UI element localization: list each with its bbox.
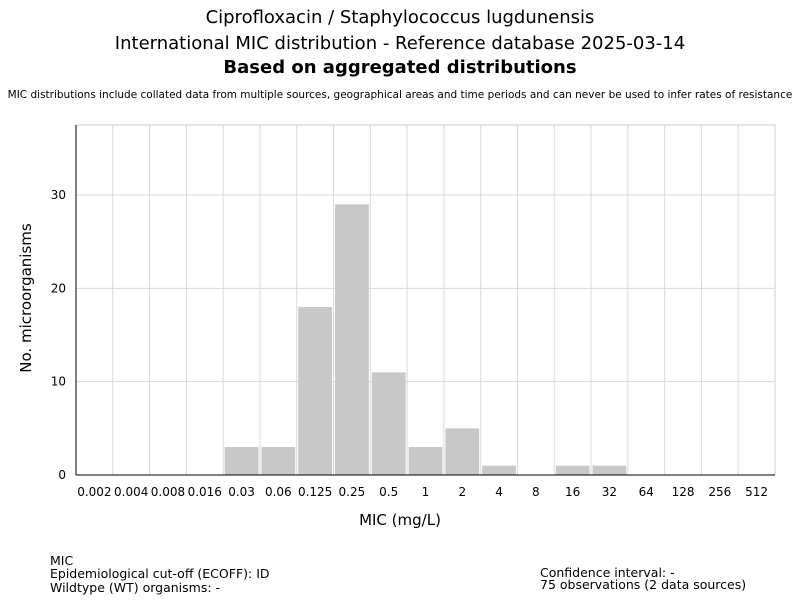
- bar: [335, 204, 369, 476]
- x-tick-label: 32: [602, 485, 617, 499]
- x-tick-label: 64: [639, 485, 654, 499]
- x-axis-label: MIC (mg/L): [359, 511, 441, 529]
- footer-confidence: Confidence interval: -: [540, 565, 675, 580]
- bar: [371, 372, 406, 475]
- footer-mic-label: MIC: [50, 553, 74, 568]
- chart-title: Ciprofloxacin / Staphylococcus lugdunens…: [205, 7, 595, 28]
- y-tick-label: 0: [58, 468, 66, 482]
- chart-subtitle: International MIC distribution - Referen…: [114, 33, 686, 54]
- x-tick-label: 0.004: [114, 485, 148, 499]
- grid-lines: [75, 124, 776, 476]
- x-tick-label: 16: [565, 485, 580, 499]
- plot-frame: [75, 124, 776, 476]
- axes: [75, 125, 775, 476]
- chart-subtitle-bold: Based on aggregated distributions: [223, 57, 577, 78]
- bars: [224, 204, 627, 476]
- x-tick-label: 2: [458, 485, 466, 499]
- footer-observations: 75 observations (2 data sources): [540, 577, 747, 592]
- y-tick-labels: 0 10 20 30: [51, 188, 66, 482]
- y-tick-label: 10: [51, 375, 66, 389]
- bar: [408, 447, 443, 475]
- footer-ecoff: Epidemiological cut-off (ECOFF): ID: [50, 566, 270, 581]
- bar: [592, 465, 627, 475]
- x-tick-label: 4: [495, 485, 503, 499]
- bar: [445, 428, 480, 475]
- x-tick-label: 0.5: [379, 485, 398, 499]
- x-tick-label: 0.016: [188, 485, 222, 499]
- x-tick-label: 0.008: [151, 485, 185, 499]
- bar: [224, 447, 259, 475]
- x-tick-labels: 0.002 0.004 0.008 0.016 0.03 0.06 0.125 0.25 0.5…: [77, 485, 768, 499]
- x-tick-label: 512: [745, 485, 768, 499]
- x-tick-label: 256: [708, 485, 731, 499]
- x-tick-label: 1: [422, 485, 430, 499]
- x-tick-label: 8: [532, 485, 540, 499]
- disclaimer-note: MIC distributions include collated data …: [7, 89, 793, 101]
- bar: [261, 447, 296, 475]
- x-tick-label: 0.125: [298, 485, 332, 499]
- bar-chart: 0.002 0.004 0.008 0.016 0.03 0.06 0.125 0.25 0.5…: [17, 124, 776, 529]
- y-tick-label: 30: [51, 188, 66, 202]
- x-tick-label: 0.002: [77, 485, 111, 499]
- bar: [555, 465, 590, 475]
- x-tick-label: 0.25: [339, 485, 366, 499]
- y-axis-label: No. microorganisms: [17, 223, 35, 373]
- x-tick-label: 0.06: [265, 485, 292, 499]
- x-tick-label: 128: [672, 485, 695, 499]
- bar: [482, 465, 516, 475]
- footer-wildtype: Wildtype (WT) organisms: -: [50, 580, 221, 595]
- x-tick-label: 0.03: [228, 485, 255, 499]
- y-tick-label: 20: [51, 281, 66, 295]
- bar: [298, 307, 333, 475]
